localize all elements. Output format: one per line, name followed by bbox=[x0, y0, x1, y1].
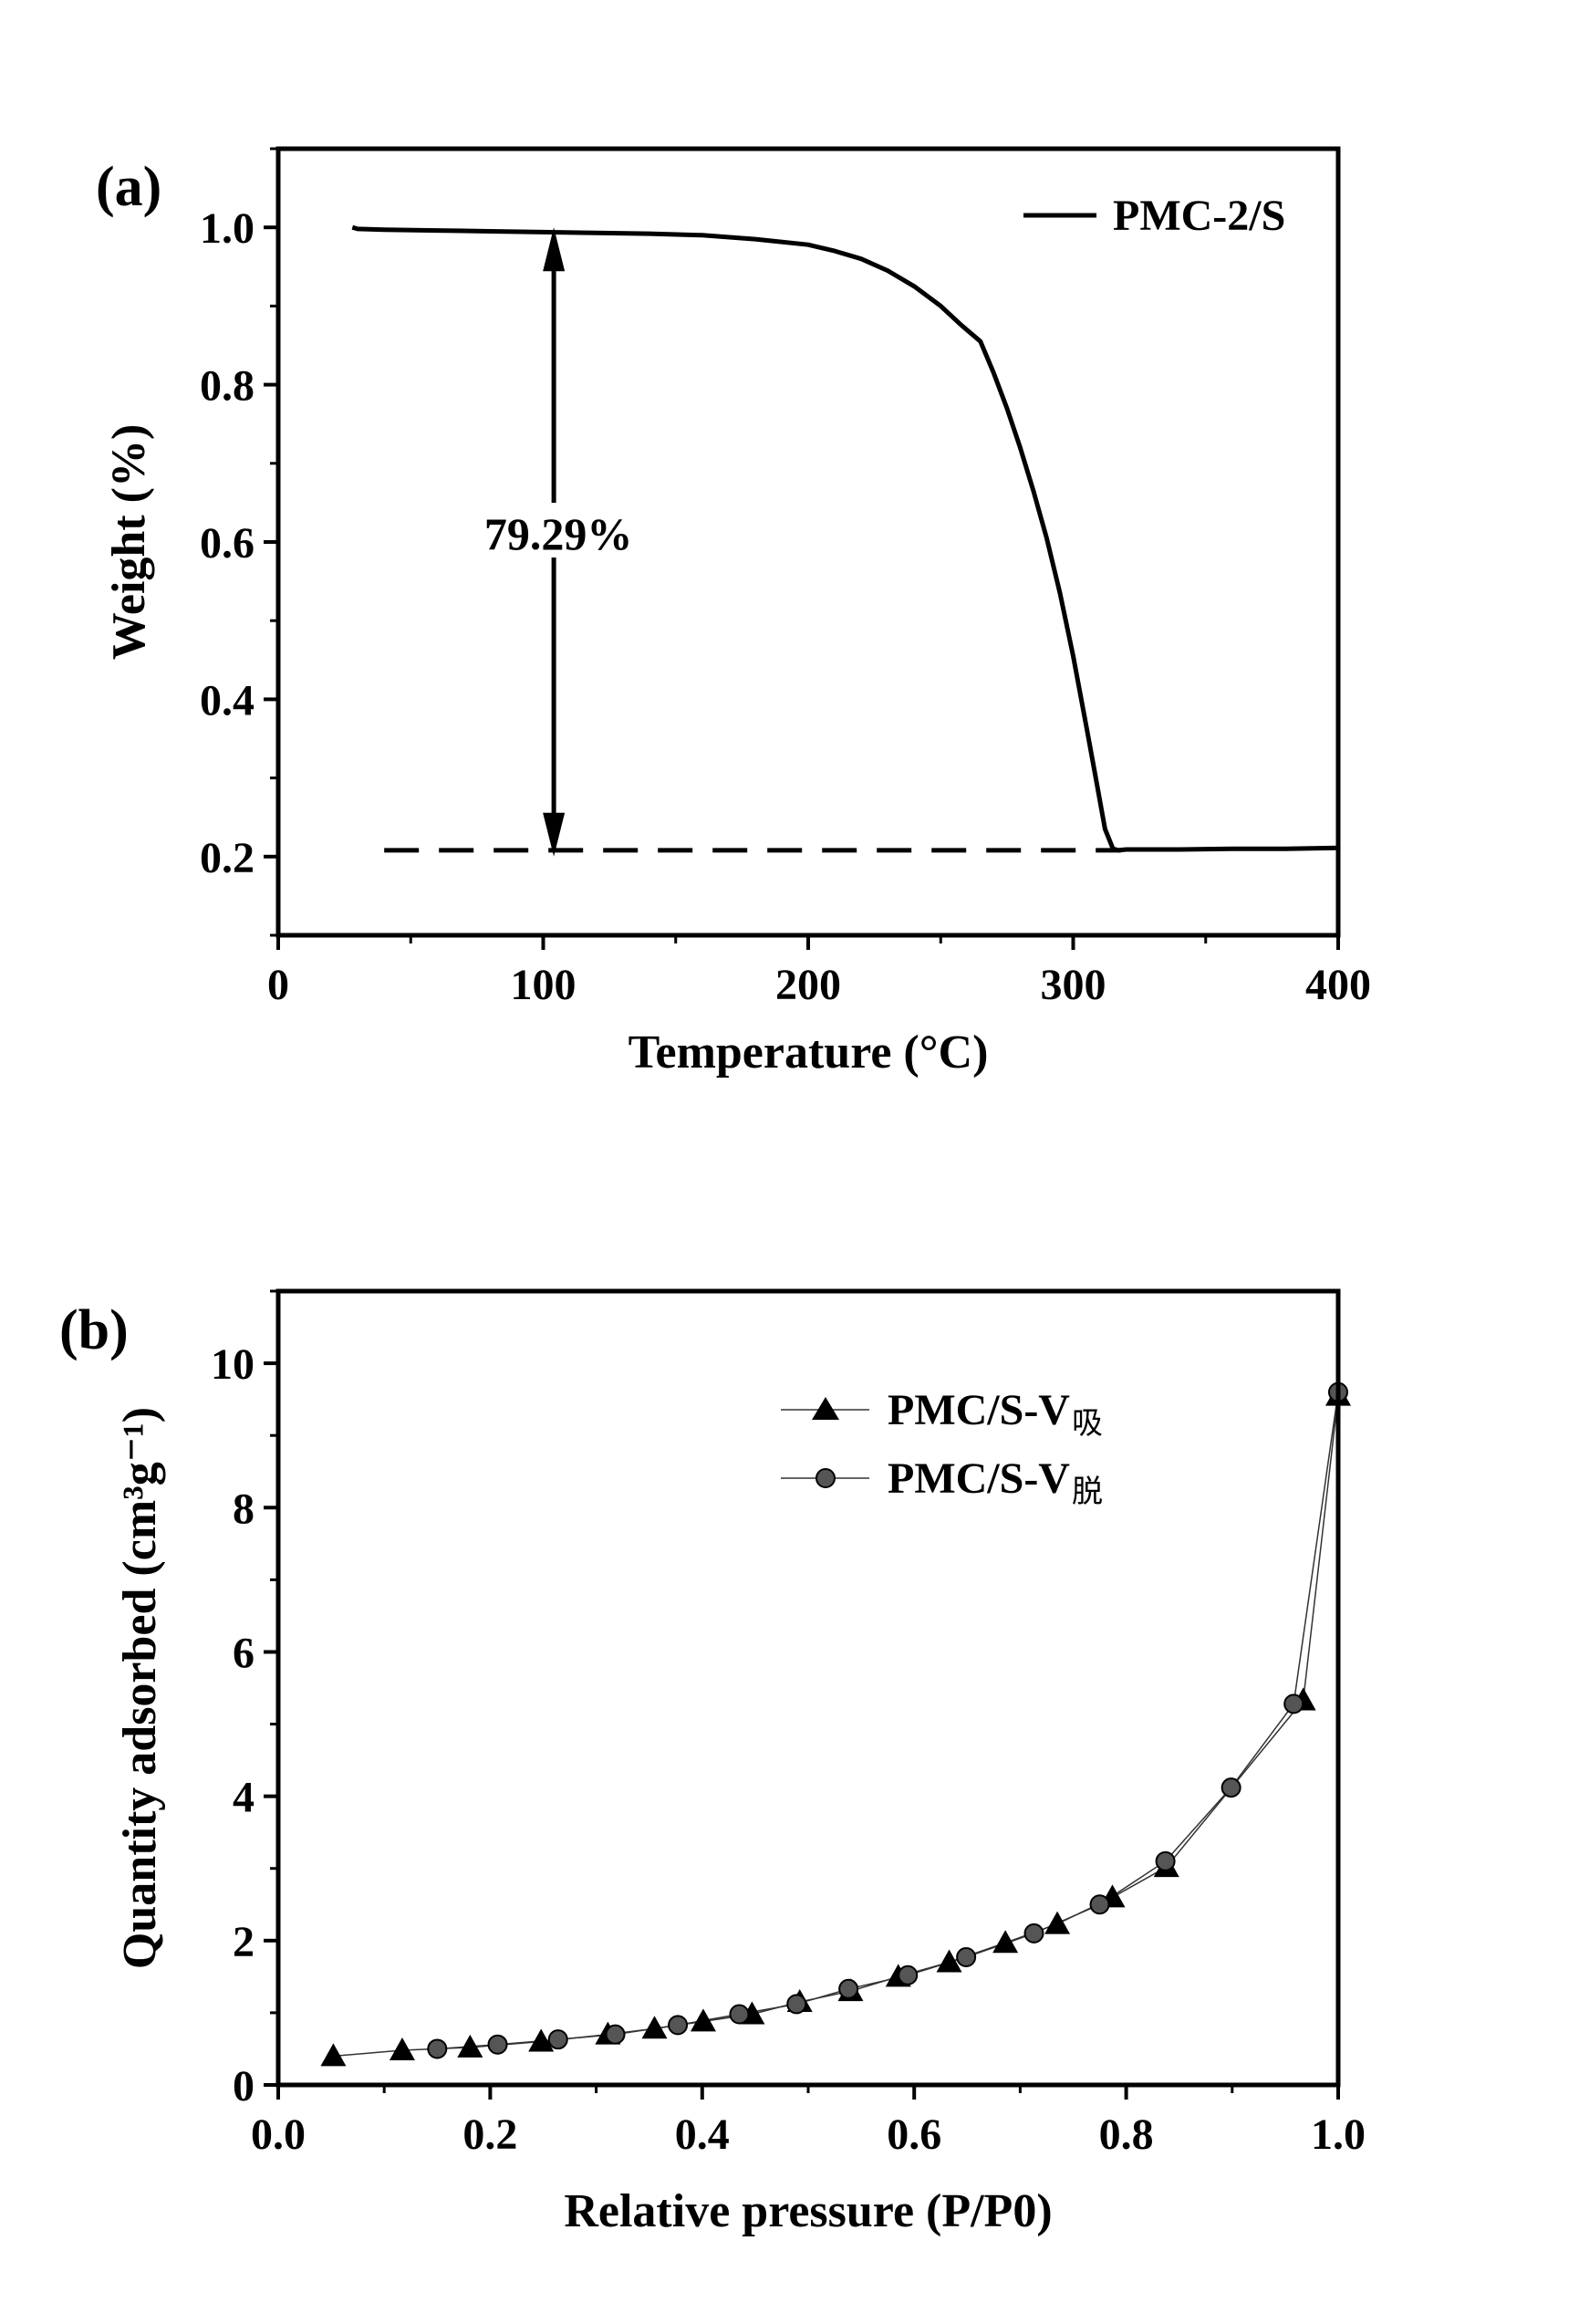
panel-b-isotherm-chart: (b) 0.0 0.2 0.4 0.6 0.8 1.0 0 2 4 6 8 10 PMC/S-V吸 P… bbox=[59, 1288, 1366, 2237]
adsorption-triangle-marker bbox=[992, 1930, 1019, 1954]
panel-a-y-axis-title: Weight (%) bbox=[103, 424, 155, 661]
legend-label-pmc-2-s: PMC-2/S bbox=[1113, 192, 1285, 240]
x-tick-label: 0.8 bbox=[1099, 2110, 1154, 2159]
y-tick-label: 2 bbox=[233, 1918, 255, 1966]
x-tick-label: 100 bbox=[511, 961, 577, 1009]
triangle-marker-icon bbox=[812, 1397, 839, 1420]
adsorption-triangle-marker bbox=[320, 2043, 347, 2067]
y-tick-label: 0.6 bbox=[200, 519, 255, 568]
y-tick-label: 0.4 bbox=[200, 676, 255, 724]
y-tick-label: 6 bbox=[233, 1629, 255, 1677]
desorption-circle-marker bbox=[668, 2015, 689, 2036]
y-tick-label: 8 bbox=[233, 1485, 255, 1533]
panel-b-y-axis-title: Quantity adsorbed (cm³g⁻¹) bbox=[114, 1407, 166, 1969]
x-tick-label: 1.0 bbox=[1311, 2110, 1366, 2159]
x-tick-label: 400 bbox=[1305, 961, 1371, 1009]
y-tick-label: 0.8 bbox=[200, 362, 255, 411]
adsorption-triangle-marker bbox=[1044, 1911, 1071, 1934]
series-markers-desorption bbox=[427, 1381, 1348, 2059]
panel-a-weight-loss-annotation: 79.29% bbox=[484, 508, 633, 559]
circle-marker-icon bbox=[815, 1468, 836, 1488]
panel-b-label: (b) bbox=[59, 1299, 129, 1361]
y-tick-label: 0 bbox=[233, 2062, 255, 2110]
desorption-circle-marker bbox=[605, 2024, 626, 2045]
adsorption-triangle-marker bbox=[457, 2034, 483, 2058]
panel-b-plot-frame bbox=[275, 1288, 1341, 2088]
panel-b-ticks bbox=[264, 1289, 1340, 2100]
desorption-circle-marker bbox=[1155, 1850, 1176, 1871]
arrow-head-up-icon bbox=[543, 227, 566, 272]
adsorption-triangle-marker bbox=[528, 2028, 555, 2052]
desorption-circle-marker bbox=[729, 2004, 750, 2025]
desorption-circle-marker bbox=[427, 2038, 448, 2059]
desorption-circle-marker bbox=[786, 1994, 807, 2015]
adsorption-triangle-marker bbox=[389, 2037, 415, 2061]
desorption-circle-marker bbox=[1221, 1777, 1241, 1798]
desorption-circle-marker bbox=[1283, 1693, 1304, 1714]
y-tick-label: 0.2 bbox=[200, 834, 255, 882]
panel-a-legend: PMC-2/S bbox=[1023, 192, 1285, 240]
panel-b-legend: PMC/S-V吸 PMC/S-V脱 bbox=[781, 1386, 1103, 1510]
x-tick-label: 0 bbox=[267, 961, 289, 1009]
adsorption-triangle-marker bbox=[690, 2008, 716, 2032]
series-line-desorption bbox=[437, 1391, 1339, 2050]
series-line-adsorption bbox=[333, 1395, 1339, 2058]
adsorption-triangle-marker bbox=[936, 1949, 962, 1973]
panel-a-ticks bbox=[264, 147, 1340, 950]
y-tick-label: 1.0 bbox=[200, 204, 255, 253]
legend-label-adsorption: PMC/S-V吸 bbox=[888, 1386, 1103, 1442]
desorption-circle-marker bbox=[956, 1947, 977, 1968]
desorption-circle-marker bbox=[547, 2029, 568, 2050]
y-tick-label: 4 bbox=[233, 1774, 255, 1822]
x-tick-label: 300 bbox=[1041, 961, 1106, 1009]
panel-a-plot-frame bbox=[275, 146, 1341, 938]
panel-a-x-axis-title: Temperature (°C) bbox=[628, 1027, 989, 1079]
x-tick-label: 0.4 bbox=[675, 2110, 730, 2159]
desorption-circle-marker bbox=[1023, 1923, 1044, 1944]
x-tick-label: 200 bbox=[775, 961, 841, 1009]
panel-a-annotation-background bbox=[537, 503, 571, 558]
legend-label-desorption: PMC/S-V脱 bbox=[888, 1454, 1103, 1510]
series-markers-adsorption bbox=[320, 1382, 1351, 2067]
x-tick-label: 0.6 bbox=[887, 2110, 941, 2159]
panel-b-x-axis-title: Relative pressure (P/P0) bbox=[564, 2185, 1052, 2237]
panel-b-tick-labels: 0.0 0.2 0.4 0.6 0.8 1.0 0 2 4 6 8 10 bbox=[211, 1340, 1366, 2159]
desorption-circle-marker bbox=[898, 1964, 919, 1985]
x-tick-label: 0.0 bbox=[251, 2110, 306, 2159]
desorption-circle-marker bbox=[838, 1978, 859, 1999]
arrow-head-down-icon bbox=[543, 812, 566, 857]
panel-a-tick-labels: 0 100 200 300 400 0.2 0.4 0.6 0.8 1.0 bbox=[200, 204, 1371, 1009]
x-tick-label: 0.2 bbox=[462, 2110, 517, 2159]
y-tick-label: 10 bbox=[211, 1340, 255, 1389]
desorption-circle-marker bbox=[1089, 1894, 1110, 1915]
panel-a-label: (a) bbox=[96, 156, 161, 218]
desorption-circle-marker bbox=[487, 2034, 508, 2055]
adsorption-triangle-marker bbox=[641, 2016, 668, 2039]
series-line-pmc-2-s bbox=[351, 224, 1339, 853]
